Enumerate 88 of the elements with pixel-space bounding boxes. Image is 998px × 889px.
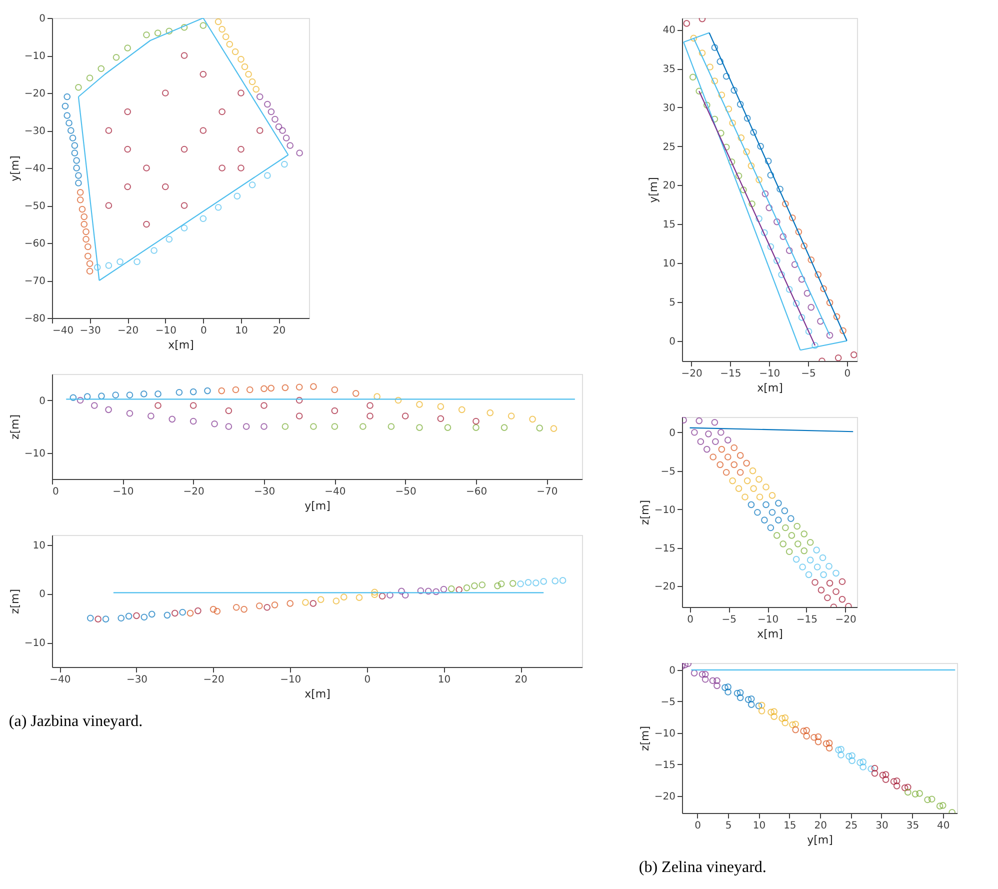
- x-tick-label: 35: [906, 820, 920, 832]
- x-tick-label: −5: [722, 614, 737, 626]
- y-tick-label: 0: [39, 14, 46, 24]
- text: (a) Jazbina vineyard.: [8, 713, 143, 730]
- y-tick-label: 10: [662, 258, 676, 270]
- x-tick-label: 0: [687, 614, 694, 626]
- x-tick-label: 40: [937, 820, 950, 832]
- x-axis-title: x[m]: [757, 382, 783, 394]
- x-tick-label: 20: [814, 820, 827, 832]
- x-tick-label: −10: [758, 614, 779, 626]
- y-tick-label: −70: [24, 276, 46, 287]
- y-axis-title: z[m]: [638, 726, 652, 752]
- x-tick-label: −30: [80, 326, 101, 336]
- x-tick-label: −10: [112, 486, 134, 498]
- y-tick-label: −10: [24, 51, 46, 62]
- x-tick-label: −30: [254, 486, 276, 498]
- x-tick-label: 0: [844, 368, 851, 380]
- x-axis-title: y[m]: [304, 500, 330, 512]
- y-tick-label: 0: [669, 665, 676, 676]
- y-tick-label: 10: [32, 540, 46, 552]
- x-tick-label: 0: [364, 674, 371, 686]
- x-tick-label: 10: [438, 674, 451, 686]
- x-tick-label: −50: [395, 486, 416, 498]
- y-axis-title: y[m]: [646, 177, 660, 203]
- y-tick-label: −5: [660, 696, 676, 708]
- y-tick-label: 5: [669, 297, 676, 308]
- x-tick-label: 30: [876, 820, 888, 832]
- x-tick-label: −60: [466, 486, 488, 498]
- x-tick-label: −40: [324, 486, 346, 498]
- x-tick-label: −40: [50, 674, 71, 686]
- x-axis-title: y[m]: [807, 834, 833, 846]
- x-tick-label: −70: [536, 486, 558, 498]
- x-tick-label: −20: [203, 674, 224, 686]
- x-tick-label: 0: [694, 820, 702, 832]
- x-tick-label: −20: [118, 326, 139, 336]
- x-tick-label: 10: [235, 326, 248, 336]
- x-tick-label: −10: [155, 326, 176, 336]
- y-tick-label: −50: [24, 201, 46, 212]
- y-tick-label: −20: [24, 88, 46, 100]
- y-tick-label: 0: [39, 396, 46, 407]
- text: (b) Zelina vineyard.: [638, 859, 766, 876]
- x-axis-title: x[m]: [757, 628, 783, 640]
- x-tick-label: 20: [514, 674, 528, 686]
- y-tick-label: 35: [662, 64, 676, 76]
- x-tick-label: −10: [280, 674, 302, 686]
- x-tick-label: −20: [835, 614, 856, 626]
- y-tick-label: 0: [39, 589, 46, 600]
- y-axis-title: z[m]: [8, 588, 22, 614]
- x-tick-label: 25: [844, 820, 858, 832]
- y-tick-label: 0: [669, 336, 676, 348]
- y-tick-label: −80: [24, 314, 46, 324]
- x-tick-label: −15: [796, 614, 818, 626]
- y-tick-label: −20: [654, 791, 676, 802]
- y-tick-label: 30: [662, 102, 676, 114]
- x-tick-label: 5: [725, 820, 732, 832]
- x-tick-label: −20: [183, 486, 204, 498]
- x-axis-title: x[m]: [304, 688, 330, 700]
- y-tick-label: 25: [662, 142, 676, 153]
- y-axis-title: z[m]: [638, 500, 652, 526]
- x-tick-label: 0: [52, 486, 59, 498]
- x-tick-label: 10: [752, 820, 766, 832]
- y-tick-label: −15: [654, 543, 676, 554]
- x-tick-label: 0: [200, 326, 207, 336]
- y-tick-label: −10: [24, 448, 46, 460]
- y-tick-label: −10: [654, 504, 676, 516]
- y-tick-label: −5: [660, 466, 676, 478]
- x-tick-label: −10: [759, 368, 780, 380]
- y-axis-title: y[m]: [8, 156, 22, 182]
- y-axis-title: z[m]: [8, 414, 22, 440]
- x-axis-title: x[m]: [168, 338, 194, 352]
- y-tick-label: −40: [24, 164, 46, 174]
- x-tick-label: −30: [126, 674, 148, 686]
- x-tick-label: −5: [801, 368, 816, 380]
- y-tick-label: 20: [662, 180, 676, 192]
- x-tick-label: −40: [52, 326, 74, 336]
- y-tick-label: 0: [669, 428, 676, 439]
- y-tick-label: −30: [24, 126, 46, 137]
- y-tick-label: −15: [654, 760, 676, 771]
- x-tick-label: 20: [272, 326, 286, 336]
- y-tick-label: 15: [662, 220, 676, 231]
- y-tick-label: 40: [662, 25, 676, 36]
- y-tick-label: −20: [654, 582, 676, 593]
- y-tick-label: −10: [24, 638, 46, 650]
- x-tick-label: 15: [784, 820, 796, 832]
- x-tick-label: −20: [681, 368, 702, 380]
- y-tick-label: −60: [24, 238, 46, 250]
- x-tick-label: −15: [720, 368, 742, 380]
- y-tick-label: −10: [654, 728, 676, 740]
